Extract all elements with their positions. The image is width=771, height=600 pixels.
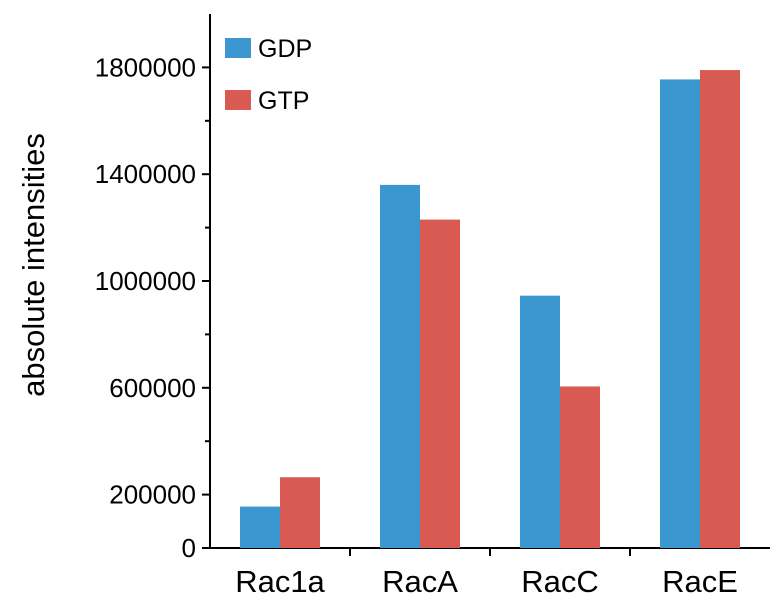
legend: GDP GTP (225, 35, 312, 115)
y-tick-label: 1800000 (95, 52, 196, 82)
bar-gtp-raca (420, 219, 460, 548)
y-tick-label: 0 (182, 533, 196, 563)
bar-gdp-race (660, 79, 700, 548)
y-tick-label: 600000 (109, 373, 196, 403)
bar-gtp-race (700, 70, 740, 548)
y-tick-label: 200000 (109, 480, 196, 510)
bar-gdp-racc (520, 295, 560, 548)
legend-label-gdp: GDP (258, 35, 312, 63)
legend-swatch-gtp (225, 90, 251, 110)
x-tick-label: RacA (382, 564, 458, 599)
y-tick-label: 1400000 (95, 159, 196, 189)
x-tick-label: Rac1a (235, 564, 325, 599)
bar-gtp-racc (560, 386, 600, 548)
legend-label-gtp: GTP (258, 87, 309, 115)
x-tick-label: RacE (662, 564, 738, 599)
bar-gtp-rac1a (280, 477, 320, 548)
y-axis-title: absolute intensities (16, 133, 51, 397)
plot-area: 0 200000 600000 1000000 1400000 1800000 Rac1a R… (95, 14, 770, 599)
y-tick-label: 1000000 (95, 266, 196, 296)
legend-swatch-gdp (225, 38, 251, 58)
bar-gdp-rac1a (240, 506, 280, 548)
x-tick-label: RacC (521, 564, 599, 599)
bar-gdp-raca (380, 184, 420, 548)
